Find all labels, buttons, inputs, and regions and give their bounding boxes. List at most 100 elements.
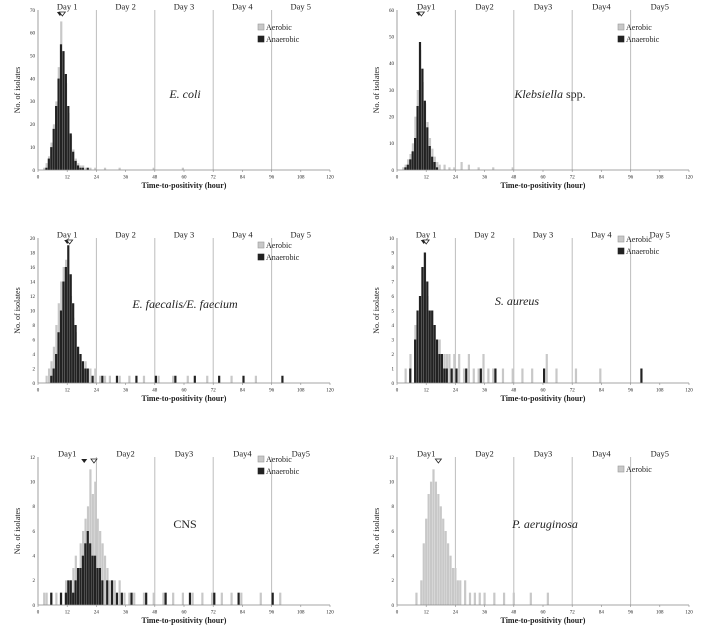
- panel4-y-tick-label: 1: [392, 367, 395, 372]
- panel3-bar-anaerobic: [62, 281, 65, 383]
- panel2-bar-anaerobic: [435, 167, 439, 170]
- panel5-x-tick-label: 48: [152, 611, 158, 616]
- panel5-bar-aerobic: [65, 580, 68, 605]
- panel1-bar-aerobic: [43, 167, 46, 170]
- panel5-x-tick-label: 84: [240, 611, 246, 616]
- panel3-bar-anaerobic: [72, 303, 75, 383]
- panel3-y-tick-label: 12: [30, 295, 36, 300]
- panel5-legend-swatch-aerobic: [257, 455, 265, 463]
- panel5-bar-anaerobic: [84, 543, 87, 605]
- panel6-x-tick-label: 72: [570, 611, 576, 616]
- panel4-x-tick-label: 84: [599, 389, 605, 394]
- panel1-legend-swatch-anaerobic: [257, 35, 265, 43]
- panel6-x-tick-label: 96: [628, 611, 634, 616]
- panel5-x-tick-label: 60: [182, 611, 188, 616]
- panel5-day-label: Day4: [233, 449, 252, 459]
- panel6-x-axis-label: Time-to-positivity (hour): [501, 616, 586, 625]
- panel4-x-tick-label: 96: [628, 389, 634, 394]
- panel3-y-axis-label: No. of isolates: [13, 287, 22, 333]
- panel4-bar-anaerobic: [445, 368, 448, 383]
- panel4-y-tick-label: 9: [392, 251, 395, 256]
- panel1-y-tick-label: 20: [30, 123, 36, 128]
- panel5-bar-anaerobic: [67, 580, 70, 605]
- panel1-y-tick-label: 30: [30, 100, 36, 105]
- panel3-bar-aerobic: [108, 375, 111, 383]
- panel6-y-tick-label: 10: [389, 480, 395, 485]
- panel5-y-tick-label: 2: [33, 579, 36, 584]
- panel3-bar-anaerobic: [242, 375, 245, 383]
- panel5-bar-aerobic: [55, 592, 58, 605]
- panel6-x-tick-label: 84: [599, 611, 605, 616]
- panel3-x-tick-label: 84: [240, 389, 246, 394]
- panel5-bar-aerobic: [123, 592, 126, 605]
- panel2-day-label: Day1: [417, 2, 435, 12]
- panel5-bar-anaerobic: [237, 592, 240, 605]
- panel3-bar-anaerobic: [91, 375, 94, 383]
- panel1-bar-anaerobic: [86, 167, 89, 170]
- panel4-y-tick-label: 5: [392, 309, 395, 314]
- panel5-bar-aerobic: [45, 592, 48, 605]
- panel6-y-tick-label: 4: [392, 554, 395, 559]
- panel6-bar-aerobic: [425, 518, 428, 605]
- panel5-bar-aerobic: [101, 543, 104, 605]
- panel6-day-label: Day5: [651, 449, 669, 459]
- panel5-bar-aerobic: [211, 592, 214, 605]
- panel4-bar-aerobic: [599, 368, 602, 383]
- panel6-day-label: Day4: [592, 449, 611, 459]
- panel5-bar-anaerobic: [93, 555, 97, 605]
- panel5-y-axis-label: No. of isolates: [13, 508, 22, 554]
- panel1-bar-anaerobic: [52, 128, 55, 170]
- panel3-y-tick-label: 8: [33, 324, 36, 329]
- panel4-bar-aerobic: [531, 368, 534, 383]
- panel3-bar-aerobic: [118, 375, 121, 383]
- panel5-day-label: Day1: [58, 449, 76, 459]
- panel4-bar-anaerobic: [423, 252, 426, 383]
- panel2-x-tick-label: 84: [599, 176, 605, 181]
- panel6-bar-aerobic: [493, 592, 496, 605]
- panel3-median-aerobic-marker: [65, 239, 74, 245]
- panel6-x-tick-label: 24: [453, 611, 459, 616]
- panel6-bar-aerobic: [473, 592, 476, 605]
- panel3-x-axis-label: Time-to-positivity (hour): [142, 394, 227, 403]
- panel3-bar-anaerobic: [135, 375, 138, 383]
- panel6-bar-aerobic: [478, 592, 481, 605]
- panel3-x-tick-label: 120: [326, 389, 334, 394]
- panel1-bar-aerobic: [103, 167, 107, 170]
- panel2-bar-aerobic: [443, 164, 446, 170]
- panel6-x-tick-label: 12: [424, 611, 430, 616]
- panel2-bar-anaerobic: [421, 68, 424, 170]
- panel4-bar-aerobic: [453, 354, 456, 383]
- panel1-day-label: Day 4: [232, 2, 253, 12]
- panel3-y-tick-label: 20: [30, 237, 36, 242]
- panel2-x-tick-label: 24: [453, 176, 459, 181]
- panel1-bar-anaerobic: [62, 51, 65, 170]
- panel4-x-tick-label: 120: [685, 389, 693, 394]
- panel6-bar-aerobic: [459, 580, 462, 605]
- panel5-x-tick-label: 72: [211, 611, 217, 616]
- panel5-bar-anaerobic: [96, 568, 99, 605]
- panel4-bar-anaerobic: [479, 368, 482, 383]
- panel3-bar-anaerobic: [86, 368, 89, 383]
- panel3-bar-anaerobic: [76, 346, 80, 383]
- panel2-legend-label: Aerobic: [626, 23, 652, 32]
- panel3-y-tick-label: 0: [33, 382, 36, 387]
- panel4-y-tick-label: 10: [389, 237, 395, 242]
- panel6-bar-aerobic: [429, 481, 433, 605]
- panel1-x-tick-label: 120: [326, 176, 334, 181]
- panel6-median-aerobic-marker: [434, 458, 443, 464]
- panel3-bar-aerobic: [94, 368, 97, 383]
- panel5-bar-anaerobic: [101, 580, 104, 605]
- panel1-bar-anaerobic: [81, 167, 84, 170]
- panel4-bar-anaerobic: [416, 310, 419, 383]
- panel4-day-label: Day 1: [416, 230, 437, 240]
- panel3-bar-anaerobic: [57, 332, 60, 383]
- panel4-bar-aerobic: [462, 368, 466, 383]
- panel4-x-tick-label: 24: [453, 389, 459, 394]
- panel5-bar-anaerobic: [64, 592, 67, 605]
- panel4-bar-anaerobic: [494, 368, 497, 383]
- panel4-bar-aerobic: [472, 368, 475, 383]
- panel4-x-tick-label: 0: [396, 389, 399, 394]
- panel4-bar-aerobic: [574, 368, 578, 383]
- panel5-bar-aerobic: [43, 592, 46, 605]
- panel1-y-tick-label: 10: [30, 146, 36, 151]
